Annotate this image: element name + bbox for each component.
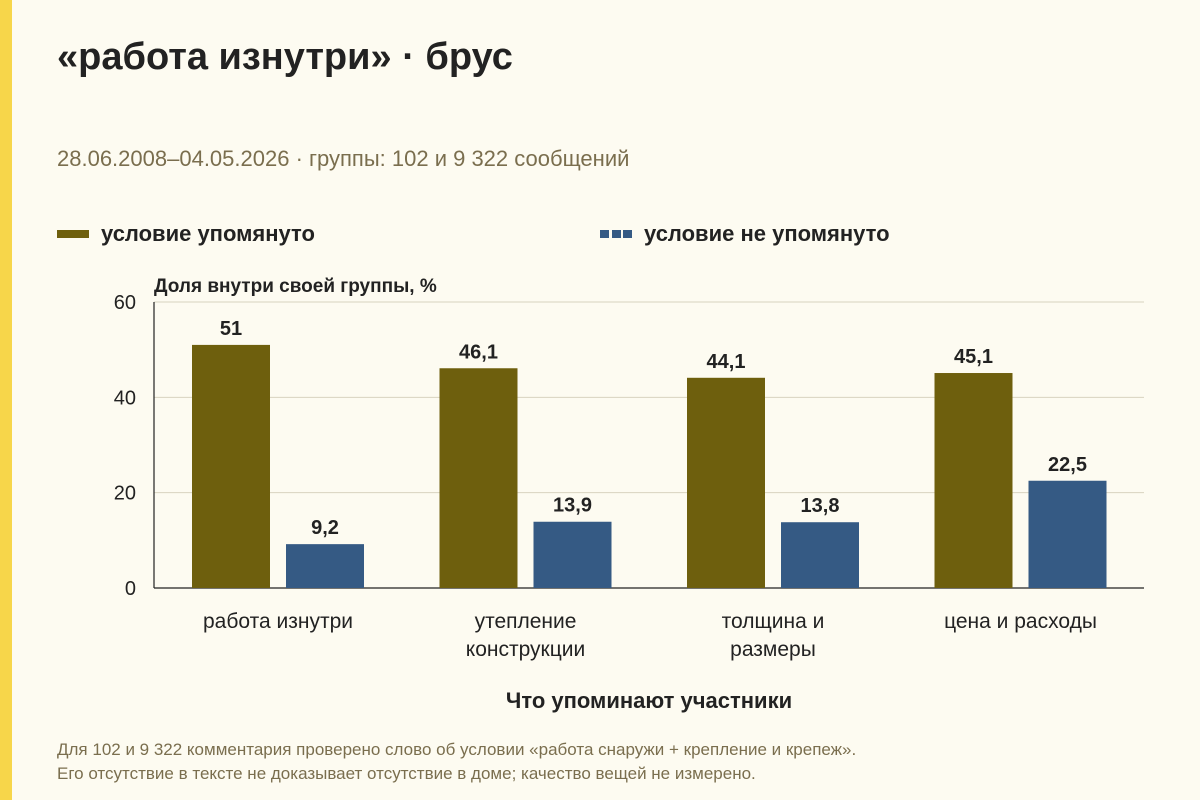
x-tick-label: работа изнутри	[203, 610, 353, 633]
legend-item-not-mentioned: условие не упомянуто	[600, 220, 890, 248]
x-tick-label-line: работа изнутри	[203, 610, 353, 633]
chart-title: «работа изнутри» · брус	[57, 36, 513, 78]
bar	[533, 521, 612, 588]
data-label: 44,1	[707, 351, 746, 373]
data-label: 9,2	[311, 517, 339, 539]
bar	[781, 522, 859, 588]
x-axis-title: Что упоминают участники	[506, 688, 792, 713]
footnote-line-2: Его отсутствие в тексте не доказывает от…	[57, 764, 756, 783]
accent-bar	[0, 0, 12, 800]
x-tick-label: цена и расходы	[944, 610, 1097, 633]
y-tick-label: 0	[125, 578, 136, 600]
data-label: 45,1	[954, 346, 993, 368]
footnote: Для 102 и 9 322 комментария проверено сл…	[57, 738, 856, 786]
bar	[934, 373, 1013, 588]
y-tick-label: 20	[114, 483, 136, 505]
bar	[286, 544, 364, 588]
data-label: 22,5	[1048, 454, 1087, 476]
x-tick-label: толщина и размеры	[722, 610, 825, 661]
legend-label-mentioned: условие упомянуто	[101, 221, 315, 246]
legend-item-mentioned: условие упомянуто	[57, 220, 315, 248]
x-tick-label-line: размеры	[730, 638, 816, 661]
x-tick-label: утепление конструкции	[466, 610, 585, 661]
data-label: 46,1	[459, 341, 498, 363]
legend-label-not-mentioned: условие не упомянуто	[644, 221, 890, 246]
bar	[687, 377, 765, 588]
x-tick-label-line: конструкции	[466, 638, 585, 661]
y-axis-title: Доля внутри своей группы, %	[154, 276, 437, 297]
chart-subtitle: 28.06.2008–04.05.2026 · группы: 102 и 9 …	[57, 146, 630, 171]
x-tick-label-line: цена и расходы	[944, 610, 1097, 633]
bar	[1028, 480, 1107, 588]
legend-swatch-dashed	[600, 230, 632, 238]
data-label: 51	[220, 318, 242, 340]
bar	[192, 344, 270, 588]
bar	[439, 368, 518, 588]
data-label: 13,9	[553, 495, 592, 517]
data-label: 13,8	[801, 495, 840, 517]
y-tick-label: 60	[114, 292, 136, 314]
footnote-line-1: Для 102 и 9 322 комментария проверено сл…	[57, 740, 857, 759]
legend-swatch-solid	[57, 230, 89, 238]
x-tick-label-line: утепление	[475, 610, 577, 633]
x-tick-label-line: толщина и	[722, 610, 825, 633]
y-tick-label: 40	[114, 387, 136, 409]
